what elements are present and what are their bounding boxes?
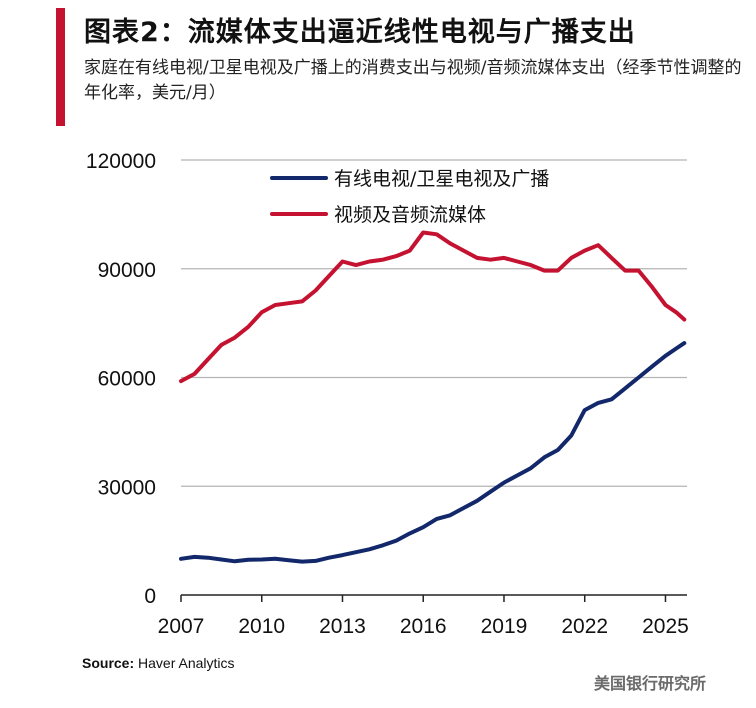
series-line-cable-tv bbox=[179, 341, 687, 564]
x-tick-label: 2010 bbox=[238, 615, 285, 638]
x-tick-label: 2013 bbox=[319, 615, 366, 638]
legend-label: 有线电视/卫星电视及广播 bbox=[334, 168, 549, 190]
brand-logo-text: 美国银行研究所 bbox=[593, 674, 706, 693]
title-accent-bar bbox=[56, 8, 65, 126]
line-chart: 0 30000 60000 90000 120000 2007 2010 2013 2016 20… bbox=[86, 150, 689, 638]
chart-title: 图表2：流媒体支出逼近线性电视与广播支出 bbox=[84, 17, 636, 48]
y-tick-label: 0 bbox=[144, 585, 156, 608]
x-tick-label: 2022 bbox=[561, 615, 608, 638]
source-text: Haver Analytics bbox=[138, 655, 235, 671]
chart-subtitle: 家庭在有线电视/卫星电视及广播上的消费支出与视频/音频流媒体支出（经季节性调整的… bbox=[84, 58, 742, 103]
source-label: Source: bbox=[82, 655, 135, 671]
source-note: Source: Haver Analytics bbox=[82, 655, 235, 671]
x-tick-label: 2019 bbox=[481, 615, 528, 638]
x-tick-label: 2007 bbox=[158, 615, 205, 638]
x-tick-label: 2025 bbox=[642, 615, 689, 638]
y-tick-label: 90000 bbox=[98, 259, 156, 282]
x-tick-label: 2016 bbox=[400, 615, 447, 638]
y-tick-label: 30000 bbox=[98, 476, 156, 499]
y-tick-label: 120000 bbox=[86, 150, 156, 173]
series-line-streaming bbox=[179, 230, 687, 384]
y-tick-label: 60000 bbox=[98, 368, 156, 391]
legend-label: 视频及音频流媒体 bbox=[334, 204, 486, 226]
